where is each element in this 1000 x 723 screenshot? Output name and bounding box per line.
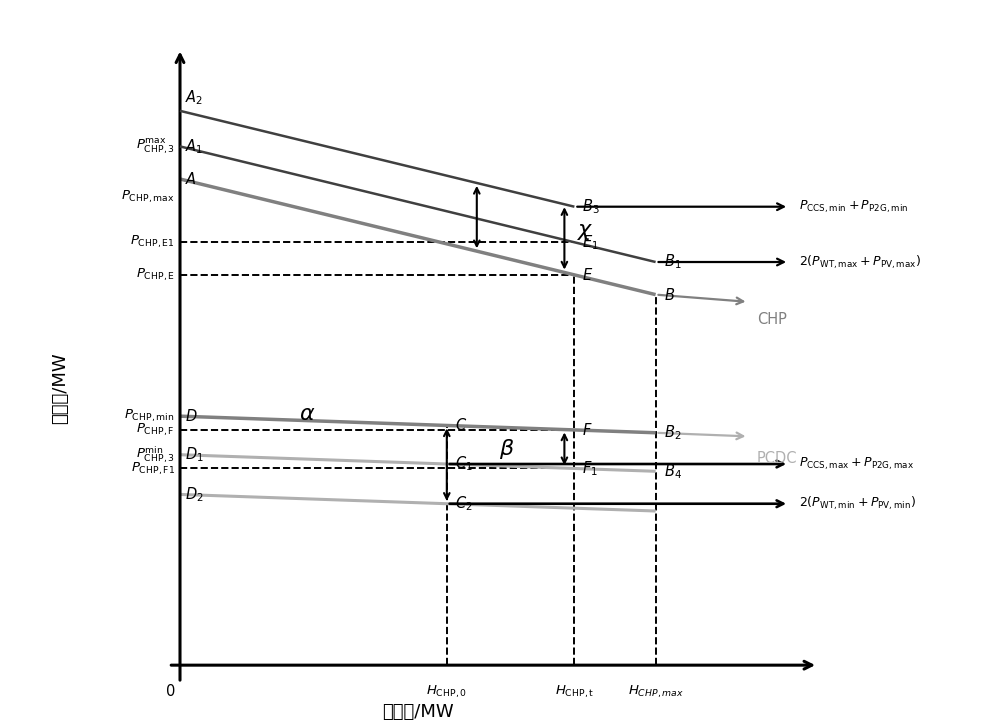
Text: $F_1$: $F_1$ (582, 459, 598, 478)
Text: $\beta$: $\beta$ (499, 437, 514, 461)
Text: CHP: CHP (757, 312, 787, 328)
Text: $A_2$: $A_2$ (185, 88, 203, 107)
Text: $B$: $B$ (664, 286, 675, 303)
Text: $\chi$: $\chi$ (577, 221, 594, 241)
Text: $H_{\rm CHP,\mathit{0}}$: $H_{\rm CHP,\mathit{0}}$ (426, 683, 467, 700)
Text: $P_{\rm CHP,E}$: $P_{\rm CHP,E}$ (136, 267, 175, 283)
Text: $P_{\rm CCS,max}+P_{\rm P2G,max}$: $P_{\rm CCS,max}+P_{\rm P2G,max}$ (799, 455, 914, 472)
Text: $C$: $C$ (455, 417, 467, 434)
Text: $P_{\rm CHP,max}$: $P_{\rm CHP,max}$ (121, 189, 175, 205)
Text: $D$: $D$ (185, 408, 198, 424)
Text: $P_{\rm CHP,min}$: $P_{\rm CHP,min}$ (124, 408, 175, 424)
Text: $P^{\rm min}_{\rm CHP,3}$: $P^{\rm min}_{\rm CHP,3}$ (136, 445, 175, 465)
Text: $P_{\rm CHP,F}$: $P_{\rm CHP,F}$ (136, 422, 175, 438)
Text: $2(P_{\rm WT,max}+P_{\rm PV,max})$: $2(P_{\rm WT,max}+P_{\rm PV,max})$ (799, 253, 921, 270)
Text: $B_1$: $B_1$ (664, 252, 681, 271)
Text: $E$: $E$ (582, 267, 594, 283)
Text: $2(P_{\rm WT,min}+P_{\rm PV,min})$: $2(P_{\rm WT,min}+P_{\rm PV,min})$ (799, 495, 916, 513)
Text: $0$: $0$ (165, 683, 175, 699)
Text: $P_{\rm CHP,E1}$: $P_{\rm CHP,E1}$ (130, 234, 175, 250)
Text: $B_4$: $B_4$ (664, 462, 682, 481)
Text: PCDC: PCDC (757, 450, 798, 466)
Text: $D_2$: $D_2$ (185, 485, 204, 504)
Text: $D_1$: $D_1$ (185, 445, 204, 464)
Text: $\alpha$: $\alpha$ (299, 403, 316, 424)
Text: $B_2$: $B_2$ (664, 424, 681, 442)
Text: $P_{\rm CCS,min}+P_{\rm P2G,min}$: $P_{\rm CCS,min}+P_{\rm P2G,min}$ (799, 199, 908, 215)
Text: 电功率/MW: 电功率/MW (51, 352, 69, 424)
Text: $C_1$: $C_1$ (455, 455, 473, 474)
Text: 热功率/MW: 热功率/MW (382, 703, 454, 721)
Text: $H_{\rm CHP,t}$: $H_{\rm CHP,t}$ (555, 683, 594, 700)
Text: $P_{\rm CHP,F1}$: $P_{\rm CHP,F1}$ (131, 461, 175, 476)
Text: $P^{\rm max}_{\rm CHP,3}$: $P^{\rm max}_{\rm CHP,3}$ (136, 137, 175, 156)
Text: $A$: $A$ (185, 171, 197, 187)
Text: $C_2$: $C_2$ (455, 495, 472, 513)
Text: $A_1$: $A_1$ (185, 137, 203, 155)
Text: $F$: $F$ (582, 422, 593, 438)
Text: $H_{\mathit{CHP,max}}$: $H_{\mathit{CHP,max}}$ (628, 683, 684, 700)
Text: $B_3$: $B_3$ (582, 197, 600, 216)
Text: $E_1$: $E_1$ (582, 233, 599, 252)
